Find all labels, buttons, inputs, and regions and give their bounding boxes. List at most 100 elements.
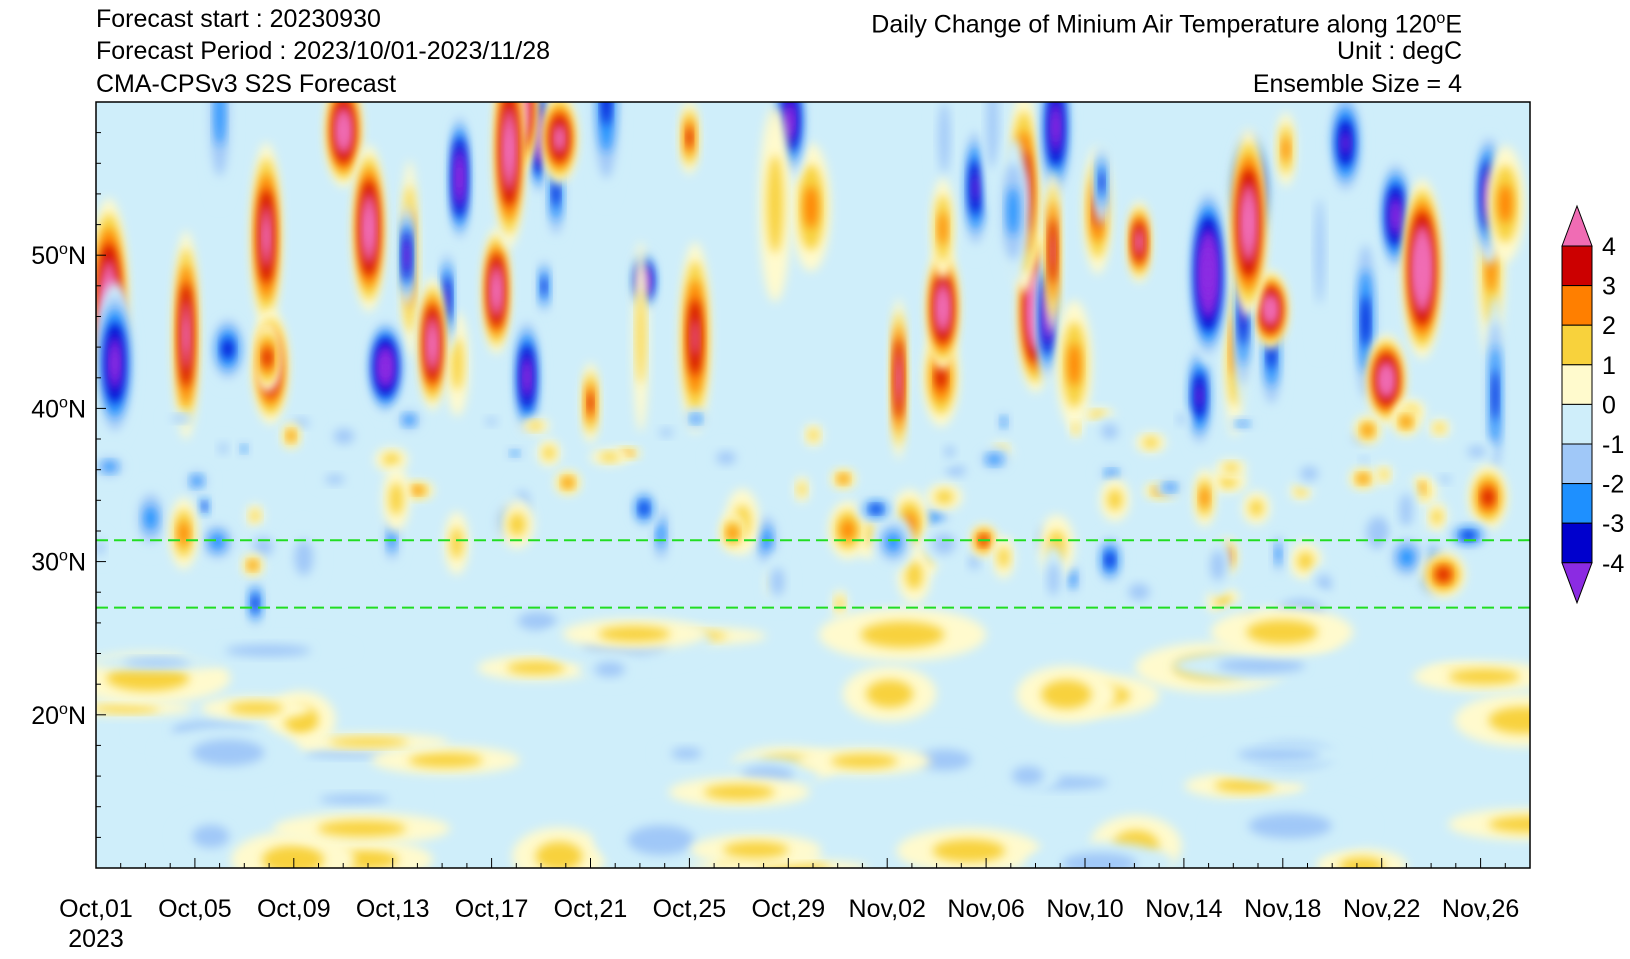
contour-blob — [917, 749, 972, 771]
contour-blob — [939, 211, 947, 246]
colorbar: 4 3 2 1 0 -1 -2 -3 -4 — [1561, 204, 1624, 605]
contour-blob — [830, 754, 898, 768]
contour-blob — [1089, 411, 1107, 418]
contour-blob — [111, 349, 119, 377]
contour-blob — [563, 478, 573, 487]
contour-blob — [1210, 550, 1226, 581]
contour-blob — [317, 820, 407, 837]
contour-blob — [249, 561, 257, 570]
contour-blob — [325, 474, 345, 485]
contour-blob — [319, 794, 390, 805]
contour-blob — [1341, 131, 1350, 155]
contour-blob — [1106, 552, 1114, 568]
contour-blob — [936, 364, 946, 390]
contour-blob — [411, 487, 423, 494]
contour-blob — [451, 337, 464, 391]
contour-blob — [542, 277, 547, 295]
contour-blob — [841, 520, 855, 540]
contour-blob — [389, 482, 404, 516]
contour-blob — [1297, 551, 1314, 571]
contour-blob — [1217, 658, 1306, 674]
contour-blob — [1483, 489, 1493, 506]
contour-blob — [1467, 446, 1486, 458]
contour-blob — [403, 415, 415, 425]
contour-blob — [886, 533, 901, 552]
x-tick-label: Oct,01 — [59, 895, 133, 923]
contour-blob — [252, 596, 258, 611]
contour-blob — [1068, 572, 1076, 586]
contour-blob — [1053, 113, 1059, 140]
x-tick-label: Oct,05 — [158, 895, 232, 923]
contour-blob — [1165, 484, 1176, 491]
colorbar-label: 2 — [1602, 312, 1616, 340]
contour-blob — [508, 512, 526, 537]
contour-blob — [287, 431, 295, 441]
colorbar-label: 4 — [1602, 233, 1616, 261]
y-tick-label: 50oN — [31, 241, 86, 270]
colorbar-segment — [1561, 324, 1593, 366]
chart-title: Daily Change of Minium Air Temperature a… — [871, 4, 1462, 39]
contour-blob — [723, 841, 789, 858]
contour-blob — [767, 155, 783, 254]
contour-blob — [1275, 545, 1281, 563]
model-text: CMA-CPSv3 S2S Forecast — [96, 70, 397, 98]
forecast-period-text: Forecast Period : 2023/10/01-2023/11/28 — [96, 37, 551, 65]
contour-blob — [1339, 857, 1385, 868]
contour-blob — [1033, 300, 1038, 321]
contour-blob — [1143, 437, 1159, 448]
contour-blob — [925, 513, 941, 523]
y-tick-label: 20oN — [31, 701, 86, 730]
contour-blob — [1300, 466, 1319, 481]
contour-blob — [1137, 235, 1142, 249]
contour-blob — [1041, 680, 1092, 709]
contour-blob — [1401, 417, 1411, 427]
contour-blob — [1419, 257, 1425, 281]
reference-lines — [96, 539, 1530, 609]
contour-blob — [598, 102, 615, 153]
contour-blob — [1237, 421, 1248, 426]
x-tick-label: Nov,14 — [1145, 895, 1222, 923]
contour-blob — [871, 505, 881, 513]
contour-blob — [1177, 413, 1186, 425]
contour-blob — [1245, 209, 1252, 237]
contour-blob — [218, 442, 228, 454]
contour-blob — [517, 611, 557, 631]
contour-blob — [535, 841, 583, 868]
contour-blob — [1107, 489, 1123, 511]
contour-blob — [1392, 205, 1399, 226]
contour-blob — [210, 533, 225, 550]
contour-blob — [636, 289, 645, 385]
contour-blob — [1379, 469, 1389, 480]
contour-blob — [553, 178, 559, 207]
x-tick-label: Oct,09 — [257, 895, 331, 923]
x-tick-label: Nov,18 — [1244, 895, 1321, 923]
contour-field — [96, 102, 1530, 868]
y-axis: 20oN 30oN 40oN 50oN — [31, 132, 106, 838]
colorbar-segment — [1561, 285, 1593, 326]
contour-blob — [430, 334, 435, 354]
contour-blob — [241, 445, 247, 452]
contour-blob — [1315, 198, 1325, 305]
contour-blob — [543, 446, 555, 460]
x-tick-label: Oct,17 — [455, 895, 529, 923]
contour-blob — [485, 417, 498, 426]
contour-blob — [627, 825, 695, 855]
contour-blob — [860, 621, 945, 648]
contour-blob — [839, 475, 848, 483]
contour-blob — [263, 220, 269, 253]
contour-blob — [968, 553, 980, 570]
x-tick-label: Nov,02 — [849, 895, 926, 923]
contour-blob — [528, 421, 543, 430]
contour-blob — [1492, 370, 1498, 421]
x-axis: Oct,01 Oct,05 Oct,09 Oct,13 Oct,17 Oct,21 Oct,… — [59, 858, 1531, 953]
contour-blob — [507, 135, 512, 164]
contour-blob — [405, 247, 409, 265]
contour-blob — [494, 281, 499, 300]
contour-blob — [328, 737, 409, 747]
contour-blob — [106, 665, 190, 691]
contour-blob — [253, 537, 273, 557]
colorbar-label: 0 — [1602, 391, 1616, 419]
contour-blob — [594, 102, 619, 179]
colorbar-segment — [1561, 364, 1593, 405]
